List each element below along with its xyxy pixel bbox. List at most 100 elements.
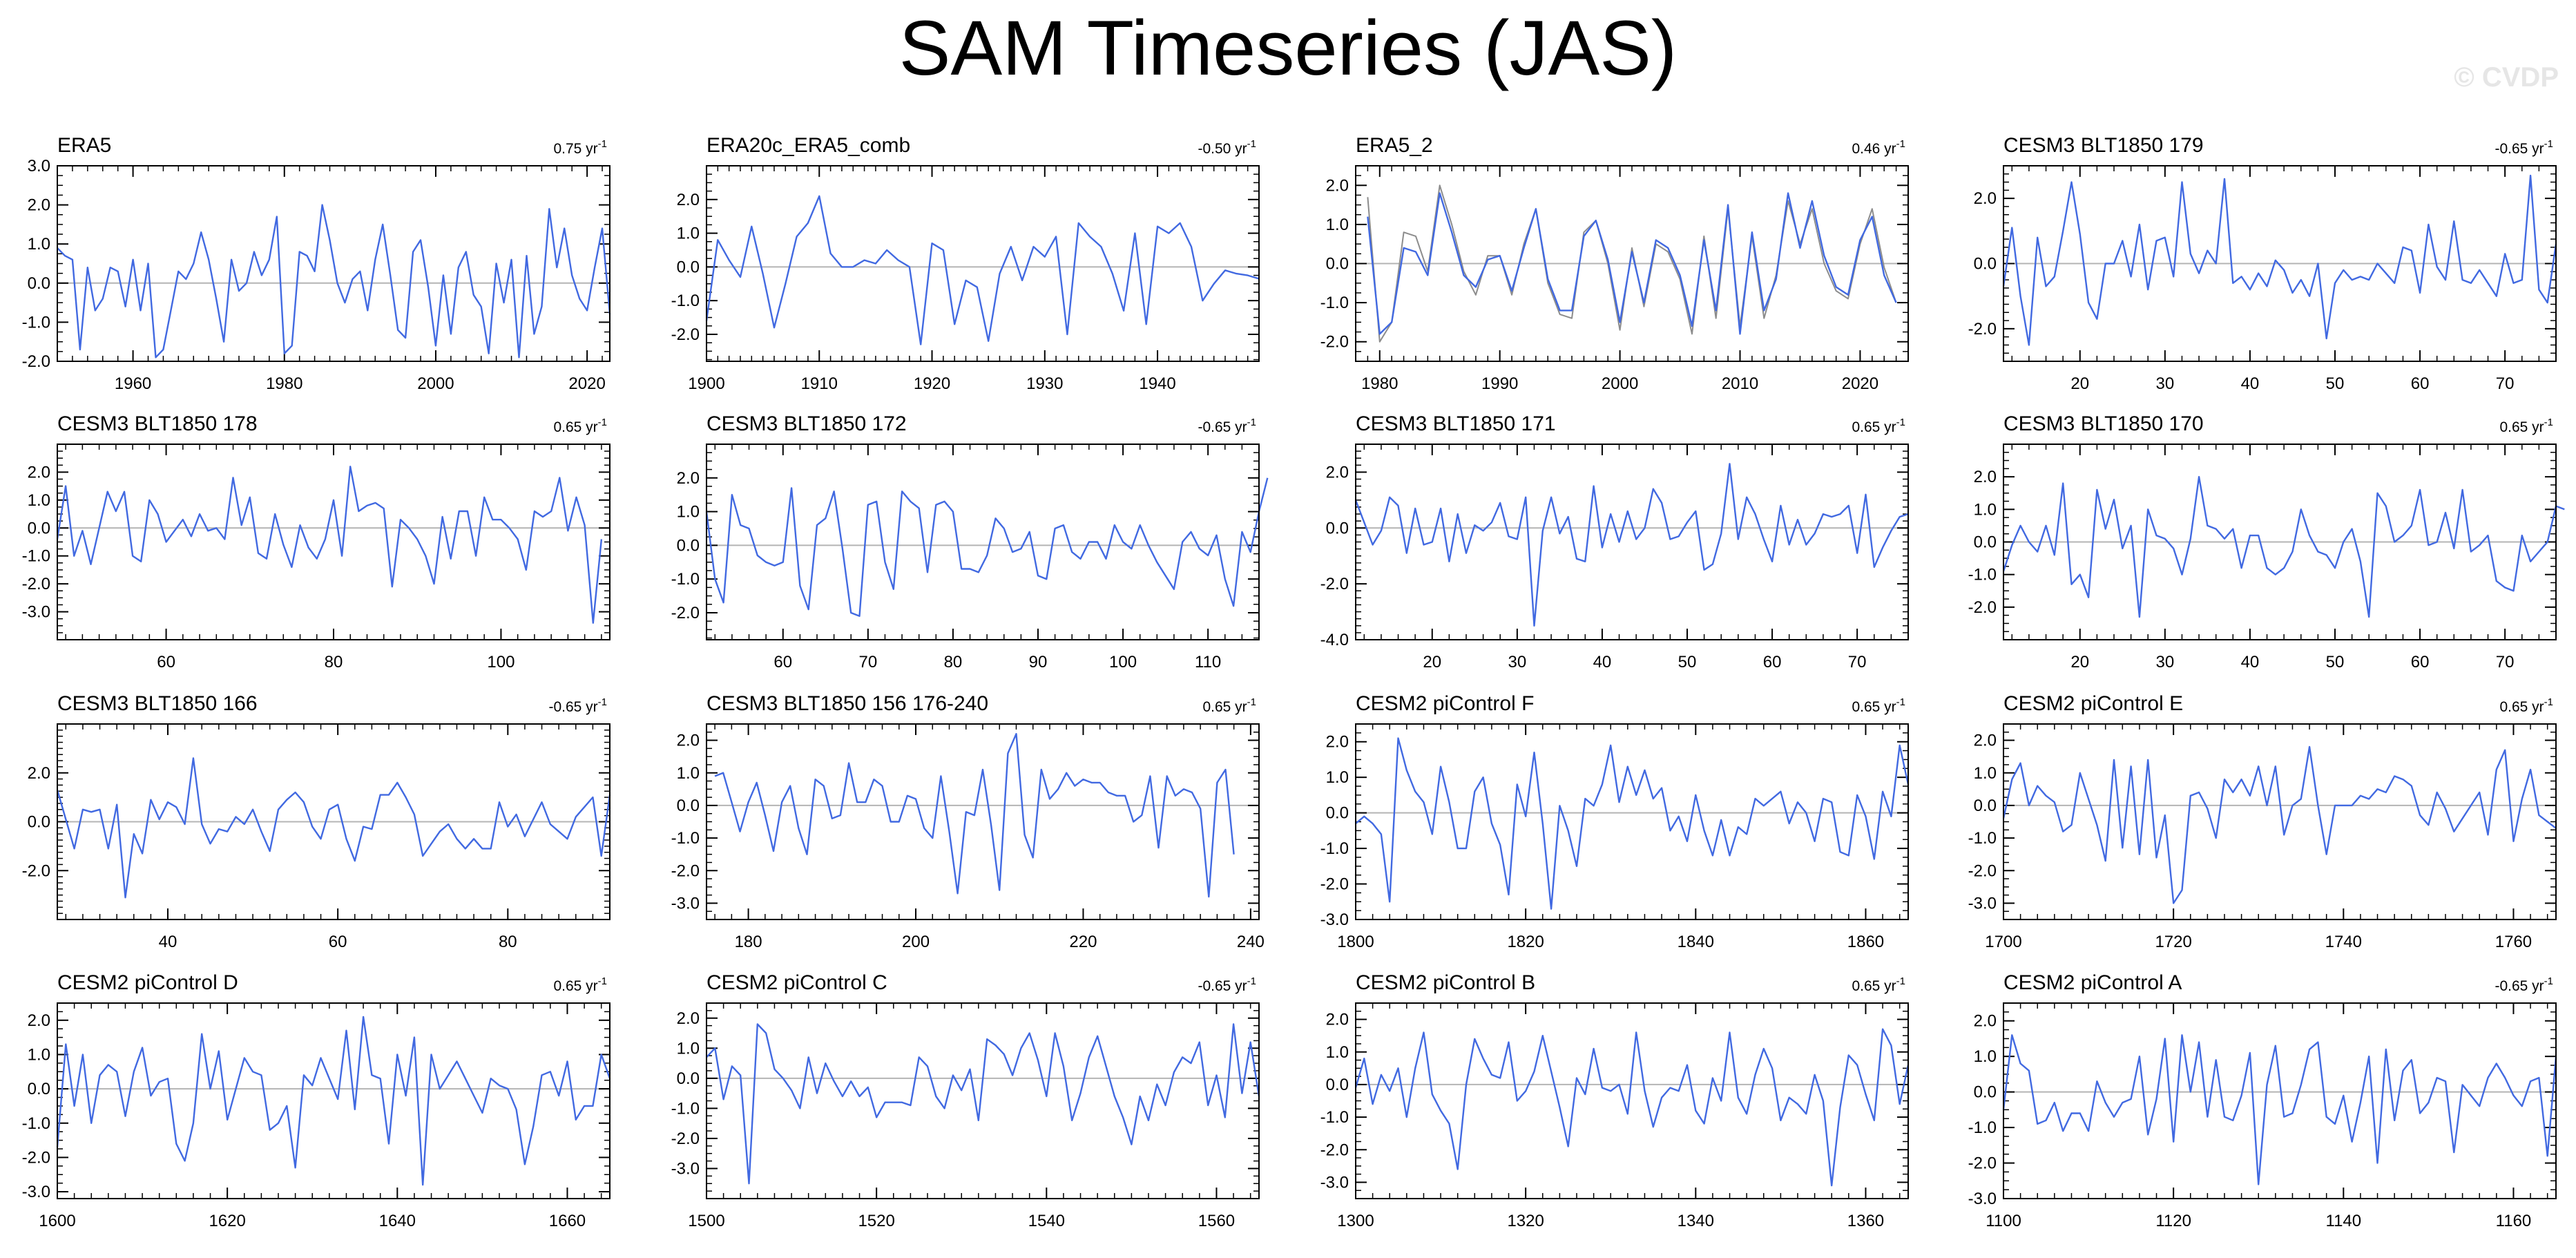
trend-value: 0.65 bbox=[2499, 699, 2532, 715]
plot-frame bbox=[2003, 165, 2557, 362]
x-tick-label: 100 bbox=[1109, 653, 1137, 671]
y-tick-label: 1.0 bbox=[677, 225, 700, 243]
trend-exponent: -1 bbox=[2544, 696, 2553, 708]
x-tick-label: 1860 bbox=[1847, 933, 1884, 951]
plot-frame bbox=[2003, 1002, 2557, 1199]
plot-frame bbox=[57, 444, 611, 640]
x-tick-label: 2020 bbox=[1842, 374, 1878, 393]
panel-title: ERA20c_ERA5_comb bbox=[707, 134, 910, 157]
panel-9: CESM3 BLT1850 156 176-240 0.65 yr-1 180 200… bbox=[671, 692, 1265, 951]
panel-trend: 0.75 yr-1 bbox=[553, 138, 607, 157]
trend-unit: yr bbox=[1235, 141, 1247, 157]
x-tick-label: 1840 bbox=[1678, 933, 1714, 951]
x-tick-label: 40 bbox=[2241, 653, 2260, 671]
y-tick-label: -2.0 bbox=[1320, 333, 1349, 352]
y-tick-label: 2.0 bbox=[1326, 463, 1349, 482]
trend-value: 0.65 bbox=[553, 419, 586, 435]
trend-value: 0.65 bbox=[1852, 978, 1884, 994]
plot-frame bbox=[57, 1002, 611, 1199]
series-line bbox=[1354, 463, 1909, 627]
y-tick-label: -2.0 bbox=[671, 1130, 700, 1148]
x-tick-label: 70 bbox=[2496, 374, 2515, 393]
x-tick-label: 1600 bbox=[39, 1212, 75, 1230]
series-line bbox=[56, 466, 603, 624]
trend-unit: yr bbox=[2532, 141, 2544, 157]
x-tick-label: 1100 bbox=[1986, 1212, 2021, 1230]
panel-title: CESM2 piControl D bbox=[57, 971, 238, 994]
trend-exponent: -1 bbox=[2544, 138, 2553, 150]
panel-title: CESM3 BLT1850 179 bbox=[2003, 134, 2204, 157]
trend-exponent: -1 bbox=[1896, 696, 1905, 708]
y-tick-label: 0.0 bbox=[1326, 519, 1349, 537]
x-tick-label: 40 bbox=[1593, 653, 1612, 671]
y-tick-label: -1.0 bbox=[22, 313, 50, 332]
y-tick-label: -2.0 bbox=[671, 325, 700, 344]
y-tick-label: 0.0 bbox=[28, 813, 50, 832]
panel-title: CESM3 BLT1850 171 bbox=[1356, 412, 1556, 435]
x-tick-label: 1980 bbox=[1361, 374, 1398, 393]
x-tick-label: 60 bbox=[157, 653, 175, 671]
panel-14: CESM2 piControl B 0.65 yr-1 1300 1320 1340 13… bbox=[1320, 971, 1910, 1230]
y-tick-label: 2.0 bbox=[1326, 733, 1349, 752]
y-tick-label: 1.0 bbox=[677, 764, 700, 783]
y-tick-label: 0.0 bbox=[677, 536, 700, 555]
x-tick-label: 1720 bbox=[2155, 933, 2191, 951]
x-tick-label: 1160 bbox=[2496, 1212, 2532, 1230]
x-tick-label: 1940 bbox=[1139, 374, 1175, 393]
y-tick-label: 0.0 bbox=[677, 258, 700, 276]
panel-title: CESM2 piControl E bbox=[2003, 692, 2183, 715]
y-tick-label: -3.0 bbox=[671, 1159, 700, 1178]
y-tick-label: -4.0 bbox=[1320, 631, 1349, 649]
trend-exponent: -1 bbox=[1247, 417, 1256, 428]
plot-frame bbox=[706, 444, 1260, 640]
series-line bbox=[2002, 1034, 2557, 1185]
y-tick-label: -2.0 bbox=[1320, 1141, 1349, 1159]
y-tick-label: -1.0 bbox=[1968, 829, 1997, 848]
y-tick-label: 2.0 bbox=[677, 469, 700, 488]
trend-exponent: -1 bbox=[598, 975, 607, 987]
trend-value: 0.46 bbox=[1852, 141, 1884, 157]
x-tick-label: 70 bbox=[2496, 653, 2515, 671]
x-tick-label: 1960 bbox=[115, 374, 151, 393]
y-tick-label: -2.0 bbox=[1968, 1154, 1997, 1173]
panel-title: CESM3 BLT1850 178 bbox=[57, 412, 258, 435]
series-line bbox=[2002, 174, 2557, 346]
y-tick-label: 0.0 bbox=[1326, 804, 1349, 823]
y-tick-label: 0.0 bbox=[1974, 255, 1997, 274]
y-tick-label: 1.0 bbox=[1974, 1047, 1997, 1066]
trend-exponent: -1 bbox=[2544, 417, 2553, 428]
trend-unit: yr bbox=[1235, 699, 1247, 715]
x-tick-label: 1500 bbox=[688, 1212, 724, 1230]
y-tick-label: 1.0 bbox=[677, 503, 700, 522]
panel-trend: -0.65 yr-1 bbox=[1198, 975, 1256, 994]
panel-trend: 0.65 yr-1 bbox=[2499, 417, 2553, 435]
y-tick-label: -2.0 bbox=[1968, 598, 1997, 617]
x-tick-label: 1660 bbox=[549, 1212, 586, 1230]
x-tick-label: 60 bbox=[1763, 653, 1782, 671]
y-tick-label: -2.0 bbox=[671, 604, 700, 622]
y-tick-label: 1.0 bbox=[1974, 764, 1997, 783]
y-tick-label: 0.0 bbox=[1974, 533, 1997, 552]
trend-unit: yr bbox=[2532, 699, 2544, 715]
panel-13: CESM2 piControl C -0.65 yr-1 1500 1520 1540 1… bbox=[671, 971, 1260, 1230]
series-line bbox=[2002, 476, 2565, 618]
x-tick-label: 60 bbox=[2411, 374, 2430, 393]
panel-trend: -0.50 yr-1 bbox=[1198, 138, 1256, 157]
y-tick-label: -2.0 bbox=[22, 575, 50, 593]
x-tick-label: 30 bbox=[1508, 653, 1526, 671]
x-tick-label: 1560 bbox=[1198, 1212, 1235, 1230]
y-tick-label: -1.0 bbox=[671, 292, 700, 310]
y-tick-label: -2.0 bbox=[671, 861, 700, 880]
trend-unit: yr bbox=[586, 699, 598, 715]
trend-unit: yr bbox=[1884, 419, 1896, 435]
x-tick-label: 240 bbox=[1237, 933, 1265, 951]
trend-value: -0.50 bbox=[1198, 141, 1235, 157]
plot-frame bbox=[706, 723, 1260, 920]
page-title: SAM Timeseries (JAS) bbox=[898, 5, 1678, 91]
x-tick-label: 50 bbox=[2326, 653, 2345, 671]
y-tick-label: 1.0 bbox=[1974, 500, 1997, 519]
panel-title: CESM3 BLT1850 156 176-240 bbox=[707, 692, 988, 715]
y-tick-label: -1.0 bbox=[22, 547, 50, 566]
y-tick-label: 0.0 bbox=[28, 519, 50, 537]
panel-2: ERA5_2 0.46 yr-1 1980 1990 2000 2010 2020 2.0 1.… bbox=[1320, 134, 1909, 393]
